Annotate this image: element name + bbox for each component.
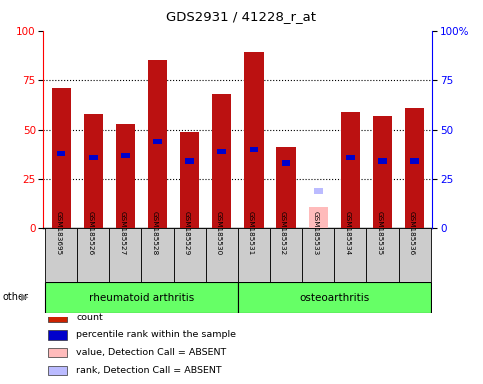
- Text: other: other: [2, 292, 28, 302]
- Bar: [48, 366, 68, 375]
- Text: GSM185536: GSM185536: [409, 211, 414, 255]
- Bar: [367, 228, 398, 282]
- Bar: [238, 282, 431, 313]
- Bar: [244, 53, 264, 228]
- Bar: [180, 132, 199, 228]
- Bar: [346, 154, 355, 160]
- Bar: [48, 330, 68, 340]
- Bar: [212, 94, 231, 228]
- Bar: [276, 147, 296, 228]
- Bar: [153, 139, 162, 144]
- Text: count: count: [76, 313, 103, 322]
- Text: GSM185528: GSM185528: [152, 211, 157, 255]
- Bar: [121, 152, 130, 158]
- Bar: [314, 188, 323, 194]
- Bar: [250, 147, 258, 152]
- Text: GSM185534: GSM185534: [344, 211, 350, 255]
- Bar: [109, 228, 142, 282]
- Bar: [405, 108, 424, 228]
- Text: GSM185535: GSM185535: [376, 211, 383, 255]
- Bar: [77, 228, 109, 282]
- Bar: [148, 60, 167, 228]
- Text: GSM185527: GSM185527: [119, 211, 126, 255]
- Bar: [206, 228, 238, 282]
- Text: GSM185530: GSM185530: [216, 211, 222, 255]
- Text: ▶: ▶: [21, 292, 29, 302]
- Text: GDS2931 / 41228_r_at: GDS2931 / 41228_r_at: [167, 10, 316, 23]
- Text: percentile rank within the sample: percentile rank within the sample: [76, 331, 236, 339]
- Bar: [341, 112, 360, 228]
- Bar: [48, 313, 68, 322]
- Text: GSM185526: GSM185526: [87, 211, 93, 255]
- Bar: [302, 228, 334, 282]
- Bar: [45, 228, 77, 282]
- Bar: [173, 228, 206, 282]
- Bar: [334, 228, 367, 282]
- Text: GSM185529: GSM185529: [184, 211, 190, 255]
- Text: osteoarthritis: osteoarthritis: [299, 293, 369, 303]
- Bar: [116, 124, 135, 228]
- Text: GSM185532: GSM185532: [280, 211, 286, 255]
- Text: GSM183695: GSM183695: [55, 211, 61, 255]
- Bar: [142, 228, 173, 282]
- Bar: [52, 88, 71, 228]
- Bar: [89, 154, 98, 160]
- Bar: [217, 149, 226, 154]
- Bar: [309, 207, 328, 228]
- Bar: [185, 159, 194, 164]
- Bar: [48, 348, 68, 357]
- Bar: [398, 228, 431, 282]
- Text: GSM185533: GSM185533: [312, 211, 318, 255]
- Bar: [57, 151, 66, 156]
- Bar: [270, 228, 302, 282]
- Bar: [84, 114, 103, 228]
- Bar: [238, 228, 270, 282]
- Bar: [410, 159, 419, 164]
- Text: rank, Detection Call = ABSENT: rank, Detection Call = ABSENT: [76, 366, 222, 375]
- Text: GSM185531: GSM185531: [248, 211, 254, 255]
- Text: value, Detection Call = ABSENT: value, Detection Call = ABSENT: [76, 348, 227, 357]
- Bar: [373, 116, 392, 228]
- Bar: [45, 282, 238, 313]
- Text: rheumatoid arthritis: rheumatoid arthritis: [89, 293, 194, 303]
- Bar: [282, 161, 290, 166]
- Bar: [378, 159, 387, 164]
